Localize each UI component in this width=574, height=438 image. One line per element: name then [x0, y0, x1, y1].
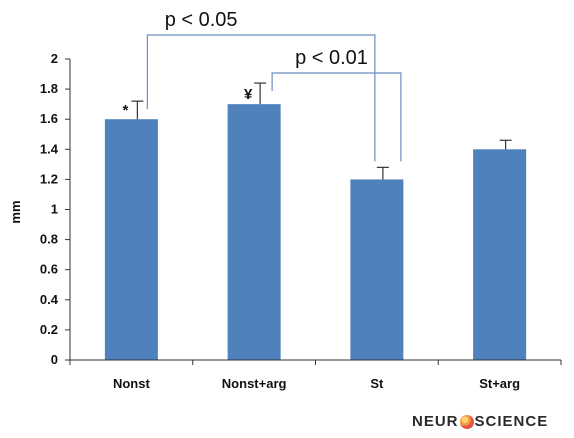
significance-marker: ¥ [244, 86, 253, 103]
axes [69, 59, 562, 365]
y-tick-label: 0.8 [40, 232, 58, 247]
bar-chart: 0 0.2 0.4 0.6 0.8 1 1.2 1.4 1.6 1.8 2 Nonst Nonst+a… [8, 9, 562, 391]
x-axis-labels: Nonst Nonst+arg St St+arg [113, 376, 520, 391]
y-tick-label: 1.4 [40, 141, 59, 156]
significance-markers: *¥ [122, 86, 253, 119]
x-tick-label: Nonst+arg [222, 376, 287, 391]
x-tick-label: St+arg [479, 376, 520, 391]
y-tick-label: 1.8 [40, 81, 58, 96]
error-bars [131, 82, 512, 180]
significance-marker: * [122, 102, 128, 119]
y-tick-label: 1 [51, 202, 58, 217]
y-axis-label: mm [8, 200, 23, 223]
comparison-bracket [146, 34, 376, 162]
bar [350, 179, 404, 360]
y-tick-label: 0.4 [40, 292, 59, 307]
p-value-label: p < 0.05 [165, 9, 238, 31]
bars [104, 104, 527, 361]
y-tick-label: 0.2 [40, 322, 58, 337]
bar [104, 119, 158, 360]
y-tick-label: 0 [51, 352, 58, 367]
bar [227, 104, 281, 361]
comparison-brackets: p < 0.05 p < 0.01 [146, 9, 402, 162]
y-tick-label: 1.2 [40, 171, 58, 186]
logo-text-left: NEUR [412, 413, 459, 430]
y-tick-label: 0.6 [40, 262, 58, 277]
p-value-label: p < 0.01 [295, 47, 368, 69]
x-tick-label: St [370, 376, 384, 391]
bar [473, 149, 527, 360]
neuroscience-logo: NEUR SCIENCE [412, 413, 548, 430]
y-axis-ticks: 0 0.2 0.4 0.6 0.8 1 1.2 1.4 1.6 1.8 2 [40, 51, 70, 367]
comparison-bracket [271, 72, 402, 162]
y-tick-label: 2 [51, 51, 58, 66]
y-tick-label: 1.6 [40, 111, 58, 126]
brain-icon [459, 414, 474, 429]
x-tick-label: Nonst [113, 376, 151, 391]
logo-text-right: SCIENCE [474, 413, 549, 430]
